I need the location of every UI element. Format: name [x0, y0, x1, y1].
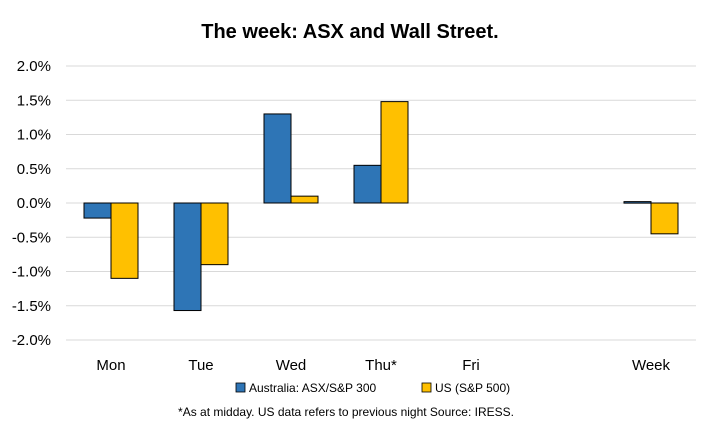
y-axis-ticks: 2.0% 1.5% 1.0% 0.5% 0.0% -0.5% -1.0% -1.5% -2.0% — [12, 58, 51, 349]
y-tick-label: -2.0% — [12, 332, 51, 349]
bar-australia — [173, 202, 202, 312]
legend-label-us: US (S&P 500) — [435, 381, 510, 395]
bar-us — [380, 101, 409, 204]
x-category-label: Fri — [462, 357, 480, 374]
bar-australia — [83, 202, 112, 219]
bar-us — [650, 202, 679, 235]
x-category-label: Wed — [276, 357, 307, 374]
bar-australia — [353, 164, 382, 204]
y-tick-label: -1.5% — [12, 298, 51, 315]
legend-swatch-us — [421, 382, 432, 393]
y-tick-label: -0.5% — [12, 229, 51, 246]
bar-australia — [623, 201, 652, 204]
bar-us — [200, 202, 229, 266]
y-tick-label: 1.5% — [17, 92, 51, 109]
bar-australia — [263, 113, 292, 204]
x-category-label: Tue — [188, 357, 213, 374]
x-category-label: Week — [632, 357, 671, 374]
y-tick-label: 1.0% — [17, 127, 51, 144]
legend: Australia: ASX/S&P 300 US (S&P 500) — [235, 381, 510, 395]
bar-us — [110, 202, 139, 279]
y-tick-label: 0.0% — [17, 195, 51, 212]
legend-label-australia: Australia: ASX/S&P 300 — [249, 381, 377, 395]
y-tick-label: 0.5% — [17, 161, 51, 178]
bars — [83, 101, 679, 312]
x-category-label: Mon — [96, 357, 125, 374]
chart-title: The week: ASX and Wall Street. — [201, 21, 498, 43]
x-axis-categories: Mon Tue Wed Thu* Fri Week — [96, 357, 670, 374]
footnote: *As at midday. US data refers to previou… — [178, 405, 514, 419]
x-category-label: Thu* — [365, 357, 397, 374]
bar-us — [290, 195, 319, 204]
y-tick-label: 2.0% — [17, 58, 51, 75]
legend-swatch-australia — [235, 382, 246, 393]
y-tick-label: -1.0% — [12, 264, 51, 281]
